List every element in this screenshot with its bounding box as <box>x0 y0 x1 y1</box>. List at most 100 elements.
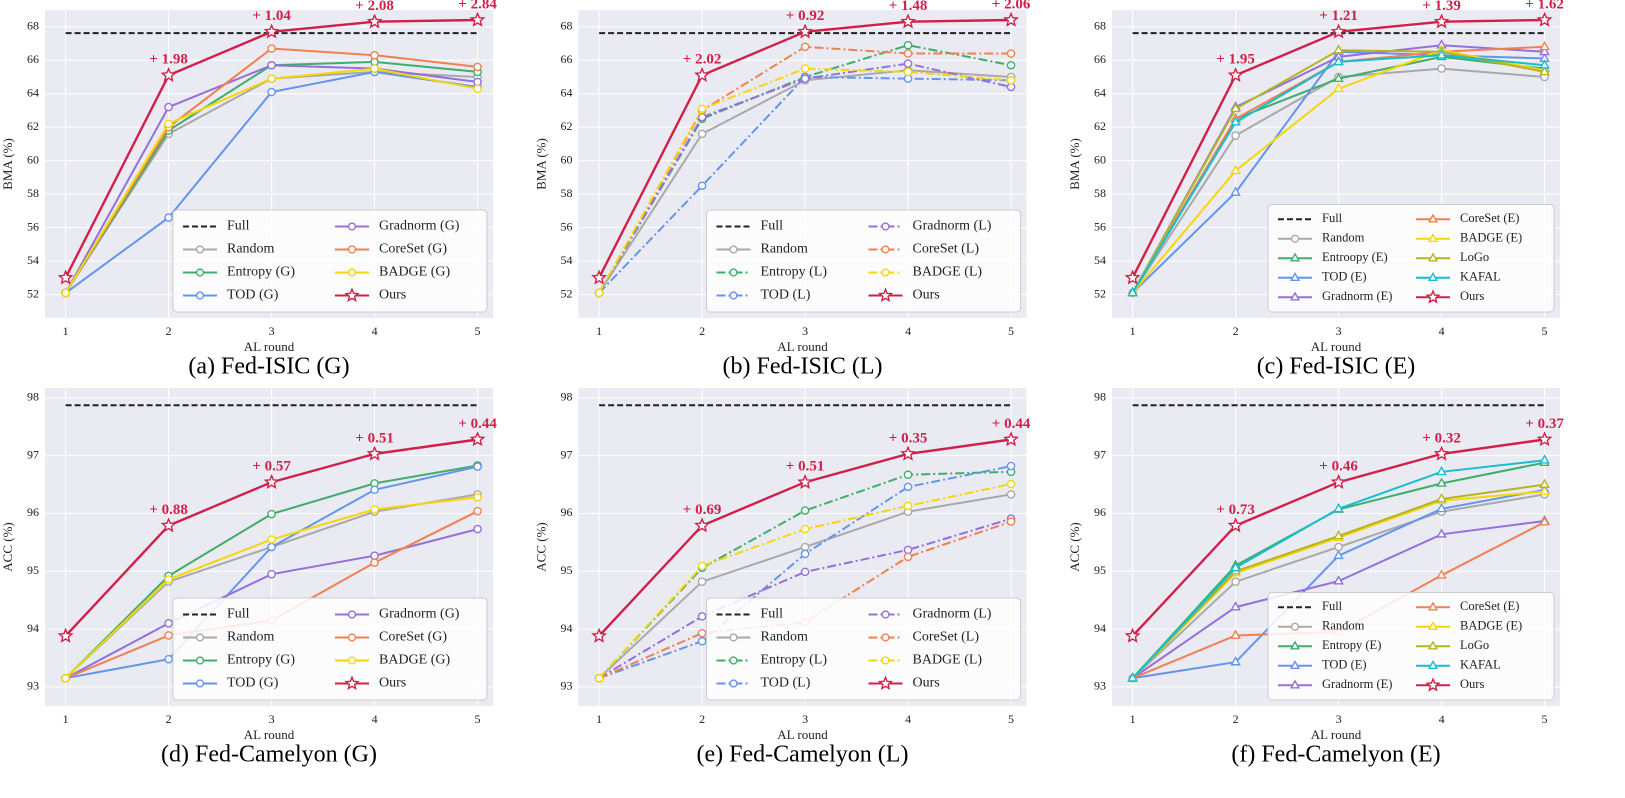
y-tick-label: 66 <box>27 52 39 66</box>
marker <box>800 549 810 559</box>
y-tick-label: 97 <box>1094 447 1106 461</box>
x-tick-label: 5 <box>475 324 481 338</box>
y-tick-label: 66 <box>1094 52 1106 66</box>
marker <box>1433 445 1450 461</box>
marker <box>1289 291 1301 301</box>
marker <box>1231 577 1240 586</box>
x-axis-label: AL round <box>244 727 295 742</box>
y-axis-label: ACC (%) <box>0 522 15 571</box>
annotation: + 1.21 <box>1319 8 1358 24</box>
marker <box>594 673 604 683</box>
legend-box <box>706 597 1021 701</box>
x-axis-label: AL round <box>1311 727 1362 742</box>
marker <box>1230 116 1241 126</box>
legend-label: Entropy (G) <box>227 653 295 668</box>
marker <box>370 505 379 514</box>
marker <box>697 104 707 114</box>
legend-label: Gradnorm (G) <box>379 607 460 622</box>
legend-box <box>706 209 1021 313</box>
annotation: + 1.39 <box>1422 0 1461 14</box>
marker <box>1427 621 1439 631</box>
x-tick-label: 4 <box>372 712 378 726</box>
marker <box>195 633 205 642</box>
marker <box>729 679 738 688</box>
legend-label: Gradnorm (G) <box>379 219 460 234</box>
legend-label: CoreSet (G) <box>379 630 447 645</box>
marker <box>1333 55 1344 66</box>
annotation: + 1.62 <box>1525 0 1564 12</box>
marker <box>164 119 173 129</box>
legend-label: BADGE (L) <box>913 653 983 668</box>
y-tick-label: 95 <box>561 563 573 577</box>
marker <box>881 222 890 231</box>
legend-box <box>1267 204 1555 313</box>
marker <box>900 445 916 461</box>
marker <box>1436 465 1447 476</box>
marker <box>366 13 383 29</box>
marker <box>697 612 707 621</box>
annotation: + 0.44 <box>992 416 1031 432</box>
annotation: + 0.37 <box>1525 416 1564 432</box>
marker <box>1230 164 1241 175</box>
marker <box>1289 272 1301 282</box>
annotation: + 0.73 <box>1216 502 1255 518</box>
annotation: + 2.84 <box>458 0 497 12</box>
legend-label: Entropy (E) <box>1322 638 1381 652</box>
marker <box>1289 679 1301 689</box>
y-tick-label: 60 <box>561 152 573 166</box>
x-axis-label: AL round <box>244 339 295 354</box>
marker <box>1536 431 1553 447</box>
y-tick-label: 97 <box>561 447 573 461</box>
legend: Full Random Entropy (G) TOD (G) Gradnorm (G)… <box>172 209 488 313</box>
marker <box>1006 76 1016 85</box>
marker <box>1231 131 1240 140</box>
marker <box>347 656 357 665</box>
marker <box>1536 11 1553 27</box>
series-line <box>598 67 1012 294</box>
legend-label: Random <box>761 242 809 257</box>
marker <box>1006 517 1016 526</box>
x-tick-label: 5 <box>1008 324 1014 338</box>
marker <box>1427 640 1439 650</box>
legend-label: Ours <box>913 676 940 691</box>
legend-label: CoreSet (E) <box>1460 599 1519 613</box>
annotation: + 1.48 <box>889 0 928 14</box>
marker <box>1227 517 1244 533</box>
x-tick-label: 2 <box>1233 324 1239 338</box>
legend-label: Gradnorm (E) <box>1322 289 1392 303</box>
legend: Full Random Entropy (L) TOD (L) Gradnorm (L)… <box>706 597 1021 701</box>
marker <box>903 59 913 68</box>
marker <box>1436 528 1447 538</box>
x-tick-label: 1 <box>63 324 69 338</box>
panel: 52 54 56 58 60 62 64 66 68 1 2 3 4 5 AL round BMA (%) (b… <box>533 0 1030 380</box>
marker <box>1127 672 1138 682</box>
legend-label: Full <box>1322 599 1343 613</box>
y-tick-label: 94 <box>561 621 573 635</box>
y-tick-label: 52 <box>561 286 573 300</box>
legend-label: CoreSet (G) <box>379 242 447 257</box>
marker <box>877 287 894 302</box>
x-tick-label: 1 <box>63 712 69 726</box>
annotation: + 0.69 <box>683 502 722 518</box>
y-tick-label: 60 <box>27 152 39 166</box>
x-tick-label: 2 <box>1233 712 1239 726</box>
marker <box>1230 102 1241 113</box>
y-tick-label: 54 <box>27 253 39 267</box>
x-tick-label: 5 <box>1008 712 1014 726</box>
y-tick-label: 68 <box>561 18 573 32</box>
marker <box>1427 213 1439 223</box>
marker <box>1003 11 1019 27</box>
marker <box>697 181 707 191</box>
marker <box>1230 561 1241 572</box>
marker <box>473 62 482 72</box>
legend-label: Entroopy (E) <box>1322 250 1388 264</box>
marker <box>347 222 357 231</box>
marker <box>160 66 177 82</box>
marker <box>370 50 379 60</box>
marker <box>1006 479 1016 489</box>
marker <box>903 40 913 50</box>
x-tick-label: 4 <box>1439 324 1445 338</box>
marker <box>195 656 205 665</box>
y-tick-label: 56 <box>27 219 39 233</box>
